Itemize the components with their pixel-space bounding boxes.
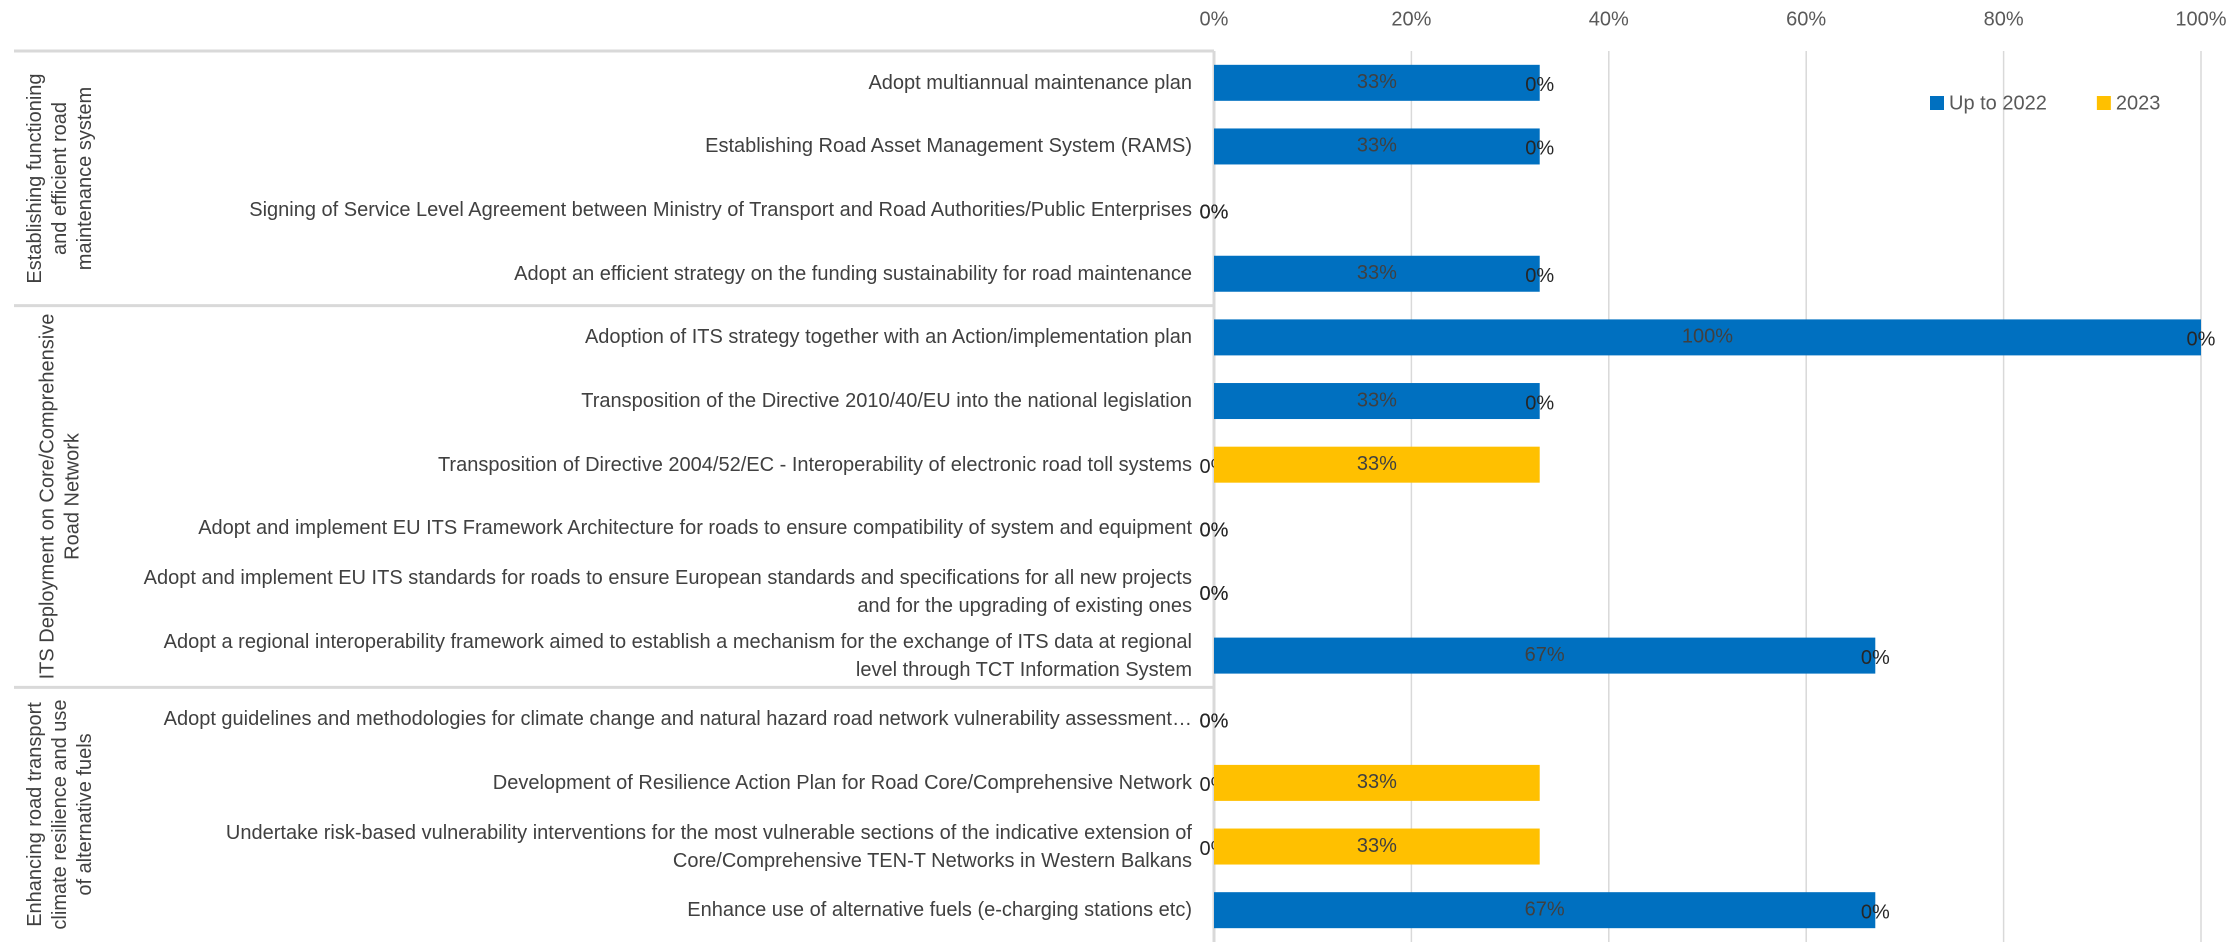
x-tick-label: 0% [1200, 8, 1229, 30]
data-label: 33% [1357, 262, 1397, 284]
x-tick-label: 100% [2175, 8, 2226, 30]
data-label: 0% [1200, 711, 1229, 733]
group-label: Establishing functioning and efficient r… [23, 73, 96, 284]
category-label: Adopt a regional interoperability framew… [163, 630, 1192, 681]
data-label: 0% [1200, 711, 1229, 733]
legend-swatch [2096, 96, 2111, 110]
data-label: 0% [1525, 392, 1554, 414]
bar [1214, 764, 1540, 801]
legend-swatch [1930, 96, 1944, 110]
category-label: Adopt and implement EU ITS standards for… [143, 566, 1192, 617]
data-label: 33% [1357, 71, 1397, 93]
bar [1214, 828, 1540, 865]
bar [1214, 128, 1540, 165]
data-label: 0% [1200, 583, 1229, 605]
data-label: 0% [1525, 265, 1554, 287]
data-label: 0% [1525, 74, 1554, 96]
category-label: Enhance use of alternative fuels (e-char… [687, 899, 1192, 922]
bar [1214, 446, 1540, 483]
data-label: 33% [1357, 389, 1397, 411]
category-label: Adopt multiannual maintenance plan [868, 71, 1192, 94]
category-label: Adopt and implement EU ITS Framework Arc… [198, 517, 1192, 540]
data-label: 33% [1357, 135, 1397, 157]
data-label: 0% [1861, 901, 1890, 923]
x-tick-label: 60% [1786, 8, 1826, 30]
data-label: 0% [2187, 329, 2216, 351]
data-label: 67% [1525, 644, 1565, 666]
category-label: Signing of Service Level Agreement betwe… [249, 199, 1192, 222]
x-tick-label: 20% [1391, 8, 1431, 30]
bar [1214, 64, 1540, 101]
data-label: 33% [1357, 771, 1397, 793]
data-label: 0% [1200, 201, 1229, 223]
data-label: 100% [1682, 326, 1733, 348]
data-label: 0% [1525, 138, 1554, 160]
category-label: Establishing Road Asset Management Syste… [705, 135, 1192, 158]
data-label: 33% [1357, 453, 1397, 475]
data-label: 33% [1357, 835, 1397, 857]
category-label: Adopt guidelines and methodologies for c… [163, 708, 1192, 731]
category-label: Adopt an efficient strategy on the fundi… [514, 262, 1192, 285]
data-label: 0% [1200, 583, 1229, 605]
bar [1214, 255, 1540, 292]
data-label: 0% [1861, 647, 1890, 669]
bar [1214, 319, 2201, 356]
legend-label: 2023 [2116, 92, 2161, 114]
bar [1214, 383, 1540, 420]
group-label: ITS Deployment on Core/Comprehensive Roa… [36, 313, 83, 680]
category-label: Undertake risk-based vulnerability inter… [225, 821, 1192, 872]
category-label: Development of Resilience Action Plan fo… [492, 771, 1192, 794]
category-label: Transposition of Directive 2004/52/EC - … [437, 453, 1192, 476]
group-label: Enhancing road transport climate resilie… [23, 699, 96, 930]
x-tick-label: 80% [1984, 8, 2024, 30]
category-label: Transposition of the Directive 2010/40/E… [581, 390, 1192, 413]
x-tick-label: 40% [1589, 8, 1629, 30]
legend-label: Up to 2022 [1949, 92, 2047, 114]
bar [1214, 892, 1876, 929]
data-label: 0% [1200, 520, 1229, 542]
category-label: Adoption of ITS strategy together with a… [584, 326, 1192, 349]
bar [1214, 637, 1876, 674]
data-label: 67% [1525, 898, 1565, 920]
data-label: 0% [1200, 201, 1229, 223]
data-label: 0% [1200, 520, 1229, 542]
